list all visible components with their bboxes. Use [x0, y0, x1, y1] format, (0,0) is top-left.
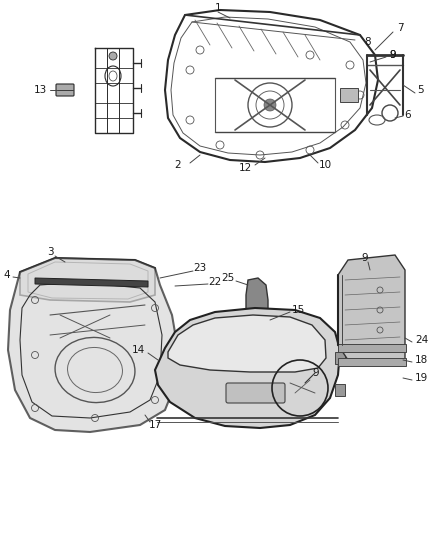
Text: 9: 9 [390, 50, 396, 60]
FancyBboxPatch shape [338, 358, 406, 366]
FancyBboxPatch shape [335, 384, 345, 396]
Text: 13: 13 [34, 85, 47, 95]
Text: 12: 12 [238, 163, 251, 173]
Text: 14: 14 [132, 345, 145, 355]
Polygon shape [8, 258, 178, 432]
Text: 7: 7 [397, 23, 403, 33]
Text: 5: 5 [417, 85, 423, 95]
Text: 25: 25 [221, 273, 235, 283]
Text: 2: 2 [175, 160, 181, 170]
Text: 17: 17 [148, 420, 162, 430]
Text: 9: 9 [390, 50, 396, 60]
Polygon shape [20, 258, 155, 302]
Polygon shape [246, 278, 268, 358]
Text: 24: 24 [415, 335, 428, 345]
Polygon shape [155, 308, 340, 428]
Text: 9: 9 [362, 253, 368, 263]
Polygon shape [35, 278, 148, 287]
Text: 23: 23 [193, 263, 207, 273]
Text: 19: 19 [415, 373, 428, 383]
FancyBboxPatch shape [338, 344, 406, 352]
Text: 1: 1 [215, 3, 221, 13]
Text: 3: 3 [47, 247, 53, 257]
Circle shape [264, 99, 276, 111]
Text: 9: 9 [313, 368, 319, 378]
Text: 4: 4 [4, 270, 10, 280]
Text: 22: 22 [208, 277, 222, 287]
FancyBboxPatch shape [335, 352, 345, 364]
Polygon shape [338, 255, 405, 365]
Text: 6: 6 [405, 110, 411, 120]
Polygon shape [243, 355, 273, 375]
Text: 10: 10 [318, 160, 332, 170]
FancyBboxPatch shape [56, 84, 74, 96]
Text: 8: 8 [365, 37, 371, 47]
Polygon shape [168, 315, 326, 372]
Text: 18: 18 [415, 355, 428, 365]
Circle shape [109, 52, 117, 60]
FancyBboxPatch shape [340, 88, 358, 102]
FancyBboxPatch shape [226, 383, 285, 403]
Text: 15: 15 [291, 305, 304, 315]
